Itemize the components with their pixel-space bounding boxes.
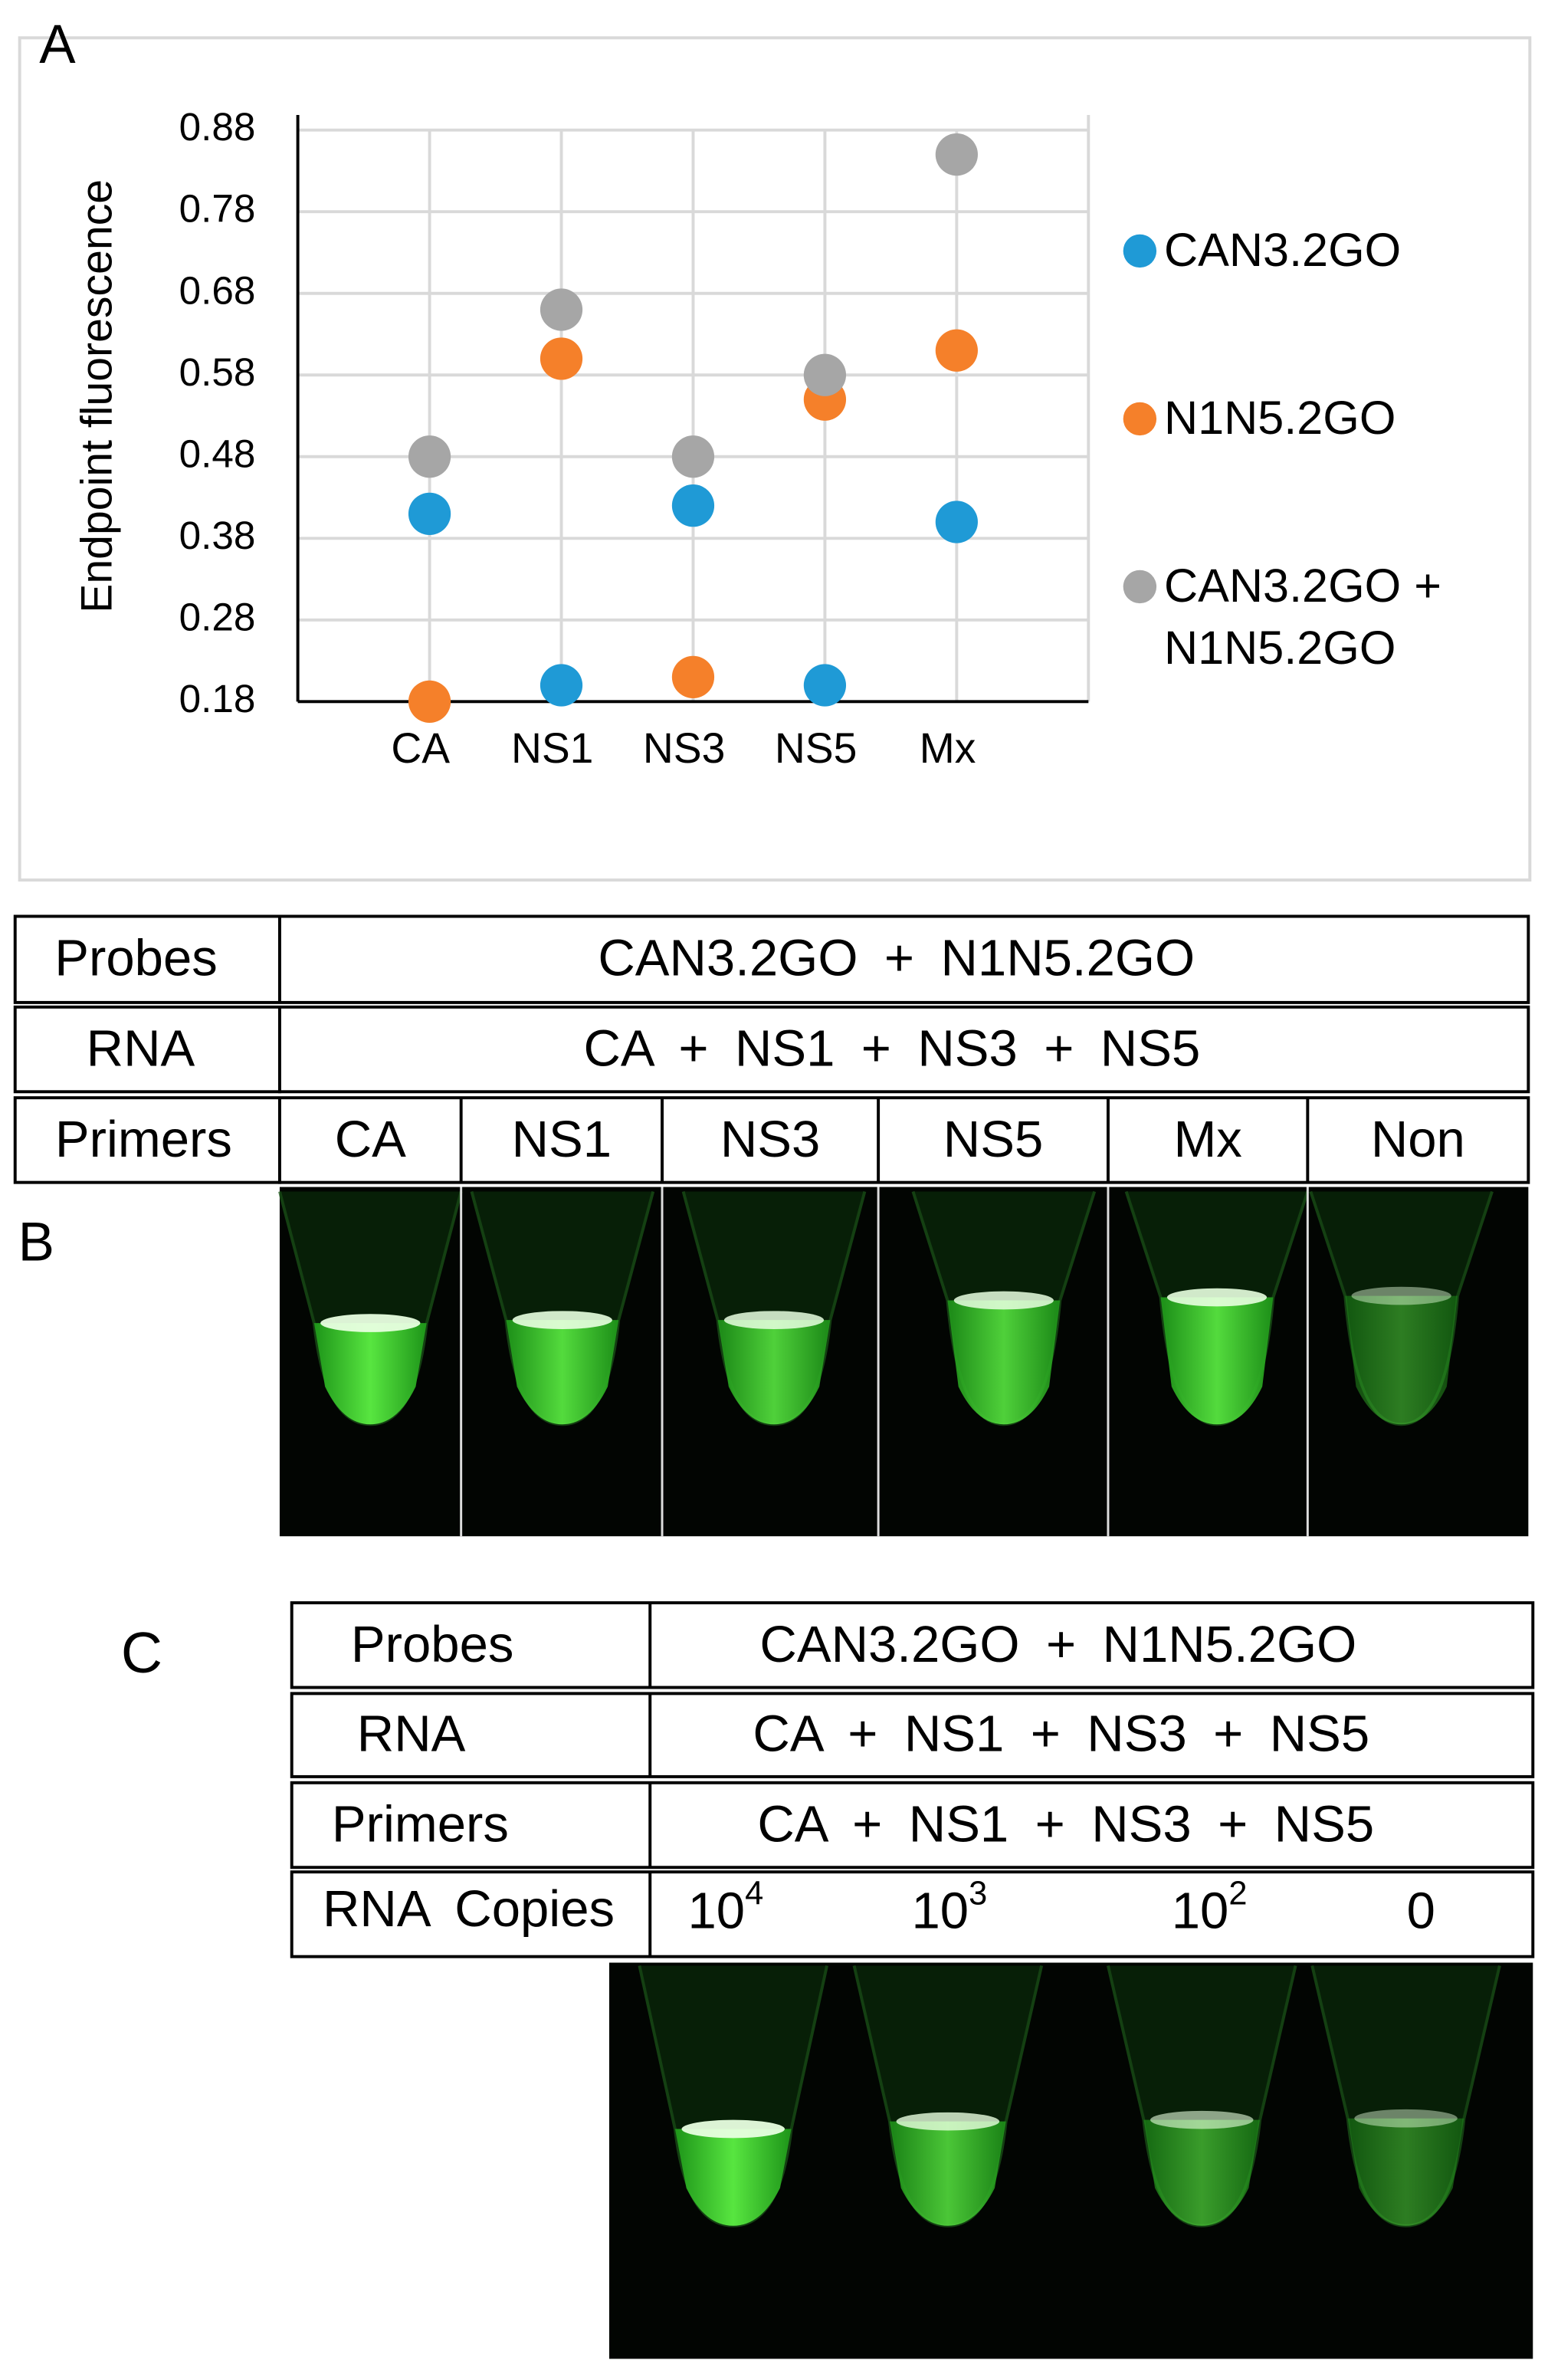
tube-liquid — [1160, 1297, 1274, 1425]
cell-text: Mx — [1173, 1111, 1241, 1168]
x-tick-label: NS3 — [643, 724, 725, 772]
y-tick-label: 0.88 — [179, 105, 256, 149]
tube-meniscus — [896, 2112, 1000, 2131]
table-cell — [13, 914, 1530, 1004]
tube-meniscus — [1354, 2109, 1458, 2128]
cell-text: NS5 — [943, 1111, 1043, 1168]
panel-label: C — [121, 1620, 162, 1685]
cell-text: CAN3.2GO + N1N5.2GO — [598, 929, 1195, 986]
copies-exponent: 3 — [969, 1876, 987, 1912]
y-tick-label: 0.78 — [179, 187, 256, 231]
y-axis-label: Endpoint fluorescence — [72, 179, 121, 613]
y-tick-label: 0.28 — [179, 595, 256, 638]
dot — [803, 353, 847, 396]
dot — [408, 680, 451, 723]
copies-value: 102 — [1172, 1876, 1248, 1939]
cell-text: RNA Copies — [323, 1880, 615, 1938]
copies-exponent: 2 — [1228, 1876, 1247, 1912]
table-cell — [290, 1870, 1535, 1958]
dot — [935, 133, 978, 176]
copies-value: 104 — [688, 1876, 764, 1939]
tables: Probes CAN3.2GO + N1N5.2GO RNA CA + NS1 + N… — [13, 914, 1535, 2359]
tube-meniscus — [1351, 1286, 1451, 1305]
cell-text: Probes — [351, 1616, 513, 1673]
legend-label: CAN3.2GO + N1N5.2GO — [1163, 559, 1441, 675]
dot — [540, 664, 583, 707]
y-tick-label: 0.38 — [179, 514, 256, 557]
y-tick-label: 0.58 — [179, 350, 256, 394]
y-tick-label: 0.18 — [179, 677, 256, 721]
panel-a-frame — [18, 36, 1532, 882]
table-cell — [290, 1601, 1535, 1689]
x-tick-label: Mx — [920, 724, 976, 772]
dot — [671, 435, 715, 478]
dot — [540, 288, 583, 331]
cell-text: CAN3.2GO + N1N5.2GO — [759, 1616, 1356, 1673]
panel-label: A — [39, 15, 76, 75]
copies-base: 10 — [688, 1882, 746, 1939]
tube-meniscus — [512, 1311, 612, 1329]
tube-meniscus — [320, 1314, 421, 1332]
copies-base: 0 — [1407, 1882, 1435, 1939]
y-tick-label: 0.48 — [179, 432, 256, 475]
tube-liquid — [1347, 2118, 1464, 2226]
tube-liquid — [890, 2121, 1006, 2226]
tube-liquid — [1345, 1295, 1458, 1425]
panel-label: B — [18, 1212, 54, 1272]
tube-liquid — [1143, 2119, 1261, 2226]
legend-entry: CAN3.2GO + N1N5.2GO — [1163, 559, 1441, 675]
table-cell — [13, 1005, 1530, 1094]
x-tick-label: CA — [391, 724, 450, 772]
cell-text: NS3 — [720, 1111, 820, 1168]
legend-swatch — [1123, 570, 1157, 604]
tube-liquid — [506, 1320, 619, 1425]
tube-meniscus — [723, 1311, 825, 1329]
legend-label: N1N5.2GO — [1163, 391, 1396, 445]
cell-text: CA + NS1 + NS3 + NS5 — [753, 1705, 1369, 1762]
dot — [408, 435, 451, 478]
table-cell — [13, 1096, 1530, 1184]
tube-liquid — [717, 1320, 831, 1425]
tube-meniscus — [1150, 2110, 1254, 2129]
dot — [935, 501, 978, 543]
copies-value: 0 — [1407, 1882, 1435, 1939]
dot — [540, 337, 583, 380]
x-tick-label: NS1 — [511, 724, 593, 772]
cell-text: CA — [335, 1111, 406, 1168]
legend-swatch — [1123, 402, 1157, 436]
cell-text: RNA — [87, 1020, 195, 1078]
cell-text: RNA — [357, 1705, 466, 1762]
cell-text: CA + NS1 + NS3 + NS5 — [583, 1020, 1200, 1078]
copies-value: 103 — [911, 1876, 987, 1939]
dot — [671, 484, 715, 527]
tube-liquid — [947, 1300, 1061, 1425]
y-tick-label: 0.68 — [179, 268, 256, 312]
x-tick-label: NS5 — [775, 724, 857, 772]
legend-label: CAN3.2GO — [1163, 223, 1402, 277]
tube-meniscus — [953, 1291, 1054, 1310]
table-cell — [290, 1781, 1535, 1870]
legend-entry: CAN3.2GO — [1163, 223, 1402, 277]
cell-text: Primers — [55, 1111, 232, 1168]
tube-liquid — [674, 2129, 792, 2226]
table-cell — [290, 1692, 1535, 1778]
cell-text: Primers — [332, 1796, 509, 1853]
cell-text: Probes — [54, 929, 218, 986]
cell-text: Non — [1371, 1111, 1465, 1168]
tube-meniscus — [681, 2119, 785, 2139]
cell-text: CA + NS1 + NS3 + NS5 — [757, 1796, 1374, 1853]
cell-text: NS1 — [512, 1111, 612, 1168]
dot — [408, 492, 451, 535]
dot — [671, 655, 715, 698]
tube-meniscus — [1166, 1288, 1268, 1307]
copies-base: 10 — [1172, 1882, 1229, 1939]
tube-liquid — [313, 1323, 427, 1425]
dot — [935, 329, 978, 372]
copies-exponent: 4 — [745, 1876, 763, 1912]
dot — [803, 664, 847, 707]
copies-base: 10 — [911, 1882, 969, 1939]
legend-entry: N1N5.2GO — [1163, 391, 1396, 445]
legend-swatch — [1123, 234, 1157, 268]
